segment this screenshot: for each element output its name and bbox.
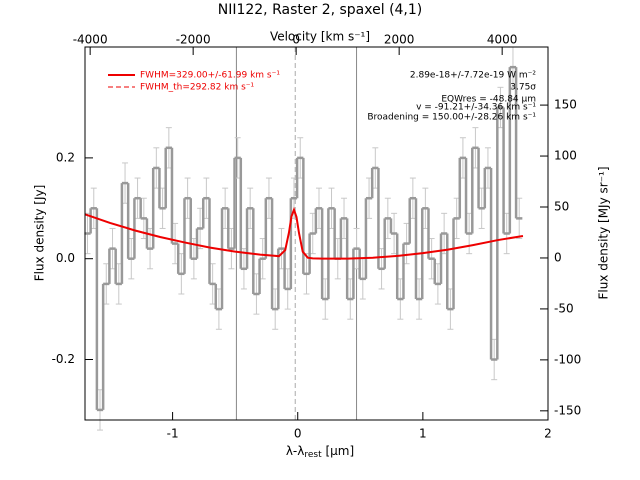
legend-label: FWHM=329.00+/-61.99 km s⁻¹ [140, 71, 280, 81]
x2-tick-label: 2000 [384, 33, 415, 47]
y2-label: Flux density [MJy sr⁻¹] [597, 166, 611, 299]
plot-frame [84, 46, 549, 421]
x-label-main: λ-λ [286, 444, 305, 458]
x-label-sub: rest [304, 450, 322, 460]
y2-tick-label: 150 [554, 98, 577, 112]
annotation: EQWres = -48.84 μm [441, 95, 536, 105]
top-x-label: Velocity [km s⁻¹] [270, 30, 370, 44]
x2-tick-label: 4000 [487, 33, 518, 47]
y2-tick-label: -50 [554, 301, 574, 315]
fit-line [84, 206, 524, 260]
y-tick-label: -0.2 [52, 352, 75, 366]
x-label-unit: [μm] [322, 444, 355, 458]
x-tick-label: 2 [544, 427, 552, 441]
x-tick-label: 1 [419, 427, 427, 441]
x-label: λ-λrest [μm] [286, 444, 354, 460]
y2-tick-label: 50 [554, 200, 569, 214]
chart-title: NII122, Raster 2, spaxel (4,1) [218, 2, 423, 18]
annotation: Broadening = 150.00+/-28.26 km s⁻¹ [367, 113, 536, 123]
y-label: Flux density [Jy] [33, 185, 47, 282]
legend-label: FWHM_th=292.82 km s⁻¹ [140, 83, 255, 93]
x-tick-label: -1 [167, 427, 179, 441]
annotation: v = -91.21+/-34.36 km s⁻¹ [416, 103, 536, 113]
y2-tick-label: 0 [554, 250, 562, 264]
y2-tick-label: -100 [554, 352, 581, 366]
x2-tick-label: -4000 [73, 33, 108, 47]
y2-tick-label: -150 [554, 403, 581, 417]
y2-tick-label: 100 [554, 149, 577, 163]
y-tick-label: 0.2 [56, 150, 75, 164]
annotation: 2.89e-18+/-7.72e-19 W m⁻² [410, 71, 537, 81]
y-tick-label: 0.0 [56, 251, 75, 265]
annotation: 3.75σ [510, 83, 536, 93]
x2-tick-label: -2000 [176, 33, 211, 47]
x2-tick-label: 0 [292, 33, 300, 47]
x-tick-label: 0 [294, 427, 302, 441]
